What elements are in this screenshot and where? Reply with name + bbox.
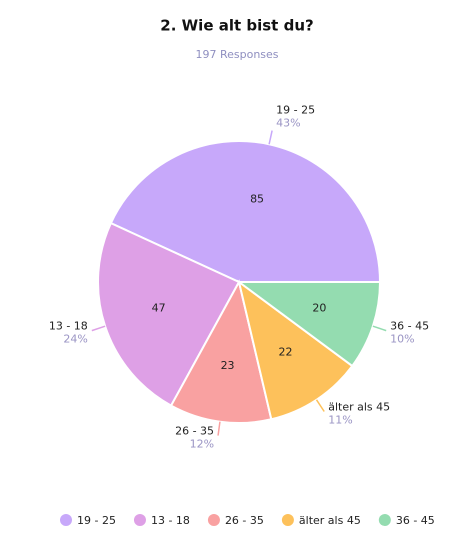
legend-swatch [207, 514, 220, 526]
slice-percent: 10% [390, 333, 414, 346]
slice-percent: 24% [63, 333, 87, 346]
pie-slice [235, 281, 382, 368]
pie-slice [109, 140, 382, 283]
slice-value: 85 [250, 192, 264, 205]
slice-value: 22 [279, 346, 293, 359]
leader-line [268, 130, 273, 145]
slice-label: 13 - 18 [49, 320, 88, 333]
slice-label: älter als 45 [328, 400, 390, 413]
legend-swatch [133, 514, 146, 526]
pie-slice [237, 279, 354, 421]
slice-label: 26 - 35 [175, 425, 214, 438]
legend-swatch [60, 514, 72, 526]
legend-label: 19 - 25 [77, 514, 116, 527]
pie-slice [169, 279, 273, 424]
legend-label: älter als 45 [299, 514, 361, 527]
leader-line [91, 325, 106, 332]
leader-line [217, 421, 221, 436]
chart-title: 2. Wie alt bist du? [160, 17, 313, 35]
slice-value: 20 [312, 302, 326, 315]
legend-label: 13 - 18 [151, 514, 190, 527]
legend-label: 36 - 45 [396, 514, 435, 527]
leader-line [315, 399, 325, 412]
chart-subtitle: 197 Responses [195, 48, 278, 61]
legend-swatch [378, 514, 391, 526]
slice-label: 19 - 25 [276, 104, 315, 117]
legend-swatch [281, 514, 294, 526]
pie-slice [97, 221, 241, 407]
legend-label: 26 - 35 [225, 514, 264, 527]
slice-value: 23 [221, 359, 235, 372]
leader-line [372, 325, 387, 332]
slice-percent: 11% [328, 413, 352, 426]
slice-label: 36 - 45 [390, 320, 429, 333]
slice-percent: 43% [276, 117, 300, 130]
slice-percent: 12% [190, 438, 214, 451]
slice-value: 47 [152, 302, 166, 315]
